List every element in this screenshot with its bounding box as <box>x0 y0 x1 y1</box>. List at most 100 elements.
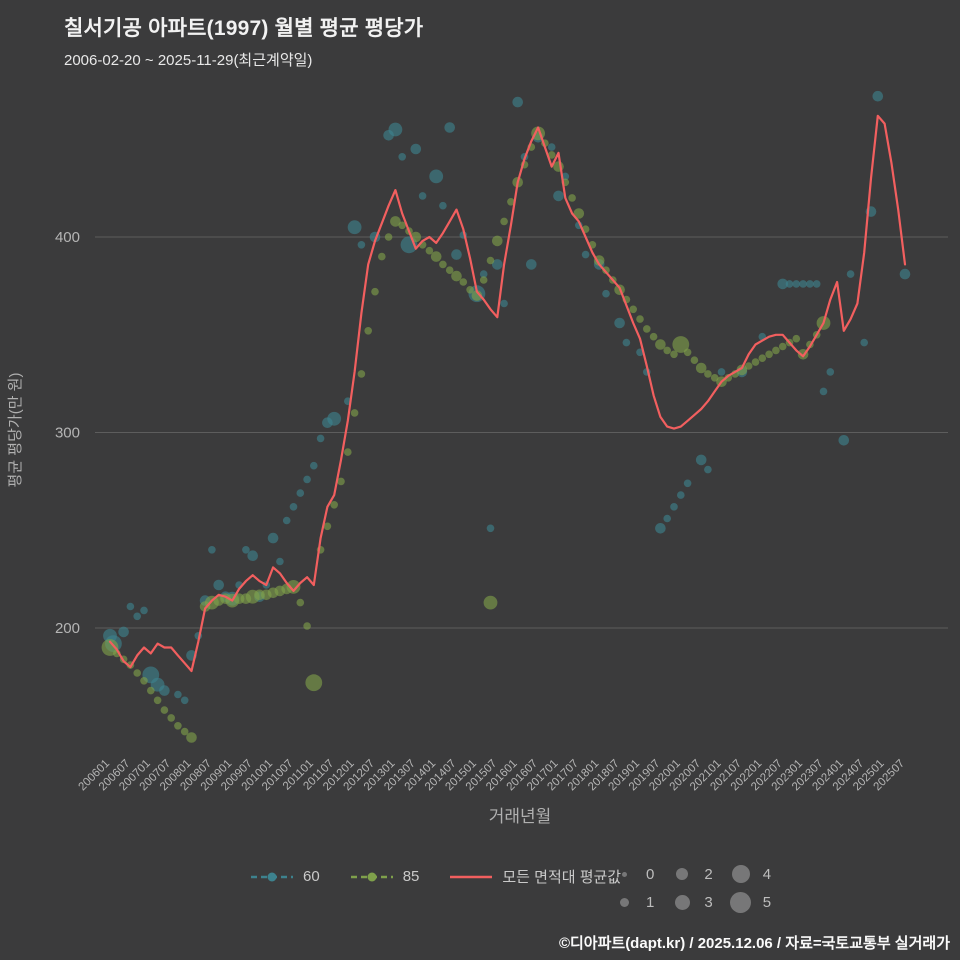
scatter-point-s60[interactable] <box>180 696 189 705</box>
scatter-point-s85[interactable] <box>704 370 712 378</box>
scatter-point-s60[interactable] <box>327 411 342 426</box>
scatter-point-s85[interactable] <box>500 217 508 226</box>
scatter-point-s60[interactable] <box>812 280 821 288</box>
scatter-point-s60[interactable] <box>614 317 625 329</box>
scatter-point-s60[interactable] <box>159 685 170 696</box>
scatter-point-s60[interactable] <box>310 461 318 470</box>
scatter-point-s85[interactable] <box>451 270 462 282</box>
scatter-point-s85[interactable] <box>167 714 175 722</box>
scatter-point-s85[interactable] <box>153 696 162 705</box>
scatter-point-s85[interactable] <box>459 278 468 286</box>
scatter-point-s85[interactable] <box>350 409 359 417</box>
scatter-point-s85[interactable] <box>758 354 767 363</box>
scatter-point-s85[interactable] <box>772 346 780 355</box>
scatter-point-s85[interactable] <box>323 522 332 531</box>
scatter-point-s60[interactable] <box>695 454 707 466</box>
scatter-point-s85[interactable] <box>357 370 366 378</box>
scatter-point-s85[interactable] <box>483 595 498 610</box>
scatter-point-s60[interactable] <box>547 143 556 151</box>
scatter-point-s60[interactable] <box>276 557 284 566</box>
scatter-point-s60[interactable] <box>622 338 631 347</box>
scatter-point-s60[interactable] <box>785 280 794 288</box>
scatter-point-s60[interactable] <box>208 546 216 554</box>
scatter-point-s85[interactable] <box>371 287 379 296</box>
scatter-point-s60[interactable] <box>512 96 523 108</box>
scatter-point-s85[interactable] <box>670 350 678 359</box>
scatter-point-s60[interactable] <box>398 153 407 161</box>
scatter-point-s60[interactable] <box>282 516 291 525</box>
scatter-point-s85[interactable] <box>398 221 407 230</box>
scatter-point-s85[interactable] <box>649 332 658 341</box>
scatter-point-s85[interactable] <box>683 348 692 357</box>
scatter-point-s60[interactable] <box>289 503 298 511</box>
scatter-point-s85[interactable] <box>296 598 305 607</box>
scatter-point-s85[interactable] <box>778 342 787 351</box>
scatter-point-s85[interactable] <box>573 208 585 219</box>
scatter-point-s85[interactable] <box>174 722 182 730</box>
scatter-point-s85[interactable] <box>186 732 197 743</box>
scatter-point-s60[interactable] <box>846 270 855 278</box>
scatter-point-s85[interactable] <box>140 677 148 685</box>
scatter-point-s85[interactable] <box>466 286 474 294</box>
scatter-point-s60[interactable] <box>303 475 311 484</box>
scatter-point-s60[interactable] <box>267 532 279 544</box>
scatter-point-s60[interactable] <box>799 280 807 288</box>
scatter-point-s85[interactable] <box>337 477 345 486</box>
scatter-point-s60[interactable] <box>663 514 671 523</box>
scatter-point-s85[interactable] <box>147 686 155 695</box>
scatter-point-s85[interactable] <box>303 622 311 630</box>
scatter-point-s60[interactable] <box>357 241 366 249</box>
scatter-point-s85[interactable] <box>602 266 610 275</box>
scatter-point-s85[interactable] <box>486 256 495 265</box>
scatter-point-s85[interactable] <box>330 501 339 509</box>
scatter-point-s60[interactable] <box>860 338 868 347</box>
scatter-point-s85[interactable] <box>430 251 442 262</box>
scatter-point-s60[interactable] <box>174 690 182 699</box>
scatter-point-s85[interactable] <box>751 358 760 366</box>
scatter-point-s60[interactable] <box>439 201 447 210</box>
scatter-point-s60[interactable] <box>242 546 250 554</box>
scatter-point-s85[interactable] <box>663 346 671 355</box>
scatter-point-s60[interactable] <box>429 169 444 184</box>
scatter-point-s85[interactable] <box>180 727 189 736</box>
scatter-point-s85[interactable] <box>655 339 666 350</box>
scatter-point-s60[interactable] <box>717 368 726 376</box>
scatter-point-s60[interactable] <box>838 435 850 446</box>
scatter-point-s60[interactable] <box>126 602 135 611</box>
scatter-point-s85[interactable] <box>384 233 393 241</box>
scatter-point-s60[interactable] <box>581 250 590 259</box>
scatter-point-s85[interactable] <box>568 194 576 202</box>
scatter-point-s60[interactable] <box>500 299 508 308</box>
scatter-point-s60[interactable] <box>296 489 305 497</box>
scatter-point-s85[interactable] <box>643 325 651 333</box>
scatter-point-s85[interactable] <box>636 315 644 323</box>
scatter-point-s60[interactable] <box>677 491 685 499</box>
scatter-point-s85[interactable] <box>305 674 323 692</box>
scatter-point-s60[interactable] <box>479 270 488 278</box>
scatter-point-s60[interactable] <box>118 626 129 638</box>
scatter-point-s60[interactable] <box>792 280 801 288</box>
scatter-point-s60[interactable] <box>683 479 692 488</box>
scatter-point-s85[interactable] <box>445 266 454 275</box>
scatter-point-s60[interactable] <box>451 249 462 260</box>
scatter-point-s85[interactable] <box>736 364 748 376</box>
scatter-point-s60[interactable] <box>602 289 610 298</box>
scatter-point-s60[interactable] <box>247 550 258 561</box>
scatter-point-s60[interactable] <box>418 192 427 200</box>
scatter-point-s60[interactable] <box>444 122 456 133</box>
scatter-point-s85[interactable] <box>744 362 753 370</box>
scatter-point-s60[interactable] <box>492 259 503 270</box>
scatter-point-s85[interactable] <box>160 706 169 714</box>
scatter-point-s85[interactable] <box>439 260 447 269</box>
scatter-point-s60[interactable] <box>670 503 678 511</box>
scatter-point-s60[interactable] <box>899 268 911 280</box>
scatter-point-s85[interactable] <box>765 350 773 359</box>
scatter-point-s60[interactable] <box>410 143 422 155</box>
scatter-point-s60[interactable] <box>133 612 141 621</box>
scatter-point-s85[interactable] <box>471 290 483 301</box>
scatter-point-s85[interactable] <box>390 216 401 227</box>
scatter-point-s60[interactable] <box>347 220 362 235</box>
scatter-point-s85[interactable] <box>672 336 690 353</box>
scatter-point-s60[interactable] <box>872 90 884 102</box>
scatter-point-s85[interactable] <box>344 448 352 456</box>
